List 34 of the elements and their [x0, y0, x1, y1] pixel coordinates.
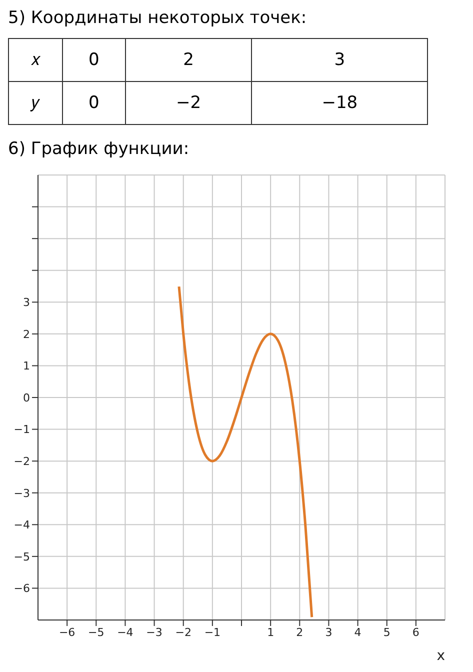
text: −18: [252, 82, 428, 124]
x-tick-label: 2: [296, 626, 304, 639]
x-tick-label: −2: [175, 626, 192, 639]
text: 2: [125, 38, 252, 82]
line-series: [178, 285, 314, 618]
y-tick-label: 2: [23, 328, 30, 341]
y-tick-label: 1: [23, 360, 30, 373]
x-tick-label: −4: [117, 626, 134, 639]
x-tick-label: 4: [354, 626, 362, 639]
y-tick-label: −4: [14, 518, 30, 532]
x-tick-label: 1: [267, 626, 274, 639]
text: 𝑥: [8, 38, 63, 82]
y-tick-label: 0: [23, 391, 30, 404]
text: 0: [62, 82, 126, 124]
text: 0: [62, 38, 126, 82]
x-tick-label: 5: [383, 626, 390, 639]
x-tick-label: 3: [325, 626, 332, 639]
chart-title: 6) График функции:: [8, 139, 190, 159]
text: 3: [252, 38, 428, 82]
x-tick-label: −3: [146, 626, 162, 639]
y-tick-label: −6: [14, 582, 30, 596]
text: 𝑦: [8, 82, 63, 124]
x-tick-label: −6: [58, 626, 76, 639]
x-tick-label: 6: [412, 626, 420, 639]
text: 5) Координаты некоторых точек:: [8, 8, 308, 28]
y-tick-label: −1: [14, 423, 30, 436]
x-tick-label: −1: [204, 626, 221, 639]
y-tick-label: −3: [14, 486, 30, 500]
text: −2: [125, 82, 252, 124]
y-tick-label: −5: [14, 550, 30, 564]
x-tick-label: −5: [88, 626, 104, 639]
x-axis-title: x: [436, 648, 445, 664]
y-tick-label: −2: [14, 454, 30, 468]
y-tick-label: 3: [23, 296, 30, 310]
